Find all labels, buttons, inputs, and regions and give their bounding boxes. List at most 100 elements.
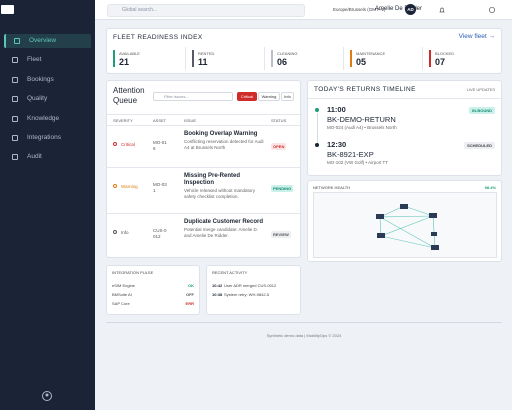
issue-title: Booking Overlap Warning [184,131,258,137]
nav-icon [12,154,18,161]
stat-bar [271,50,273,67]
timeline-line [316,113,318,143]
divider [308,98,503,99]
return-time: 11:00 [327,105,346,114]
stat-box: MAINTENANCE 05 [348,47,423,70]
logo[interactable] [1,5,14,14]
nav-icon [12,115,18,122]
user-name: Amelie De Ridder [375,6,423,12]
stat-bar [429,50,431,67]
return-time: 12:30 [327,140,347,149]
row-divider [107,213,300,214]
integration-title: INTEGRATION PULSE [112,270,154,275]
nav-item[interactable]: Fleet [4,53,91,67]
issue-title: Missing Pre-Rented Inspection [184,173,241,186]
column-header: ASSET [153,118,167,123]
network-value: 98.4% [484,185,496,190]
nav-label: Knowledge [27,114,60,122]
row-divider [107,167,300,168]
integration-status: OK [188,283,194,288]
status-badge: REVIEW [271,231,291,238]
search-input[interactable]: Global search... [107,4,305,17]
activity-title: RECENT ACTIVITY [212,270,248,275]
divider [107,114,302,115]
stat-value: 07 [435,57,446,67]
stat-label: AVAILABLE [119,51,140,56]
stat-value: 05 [356,57,367,67]
nav-item[interactable]: Integrations [4,131,91,145]
activity-text: User ADR merged CUS-0012 [224,283,277,288]
returns-card: TODAY'S RETURNS TIMELINE LIVE UPDATES 11… [307,80,503,176]
filter-input[interactable]: Filter issues... [153,92,233,101]
integration-status: OFF [186,292,194,297]
issue-title: Duplicate Customer Record [184,219,264,225]
column-header: ISSUE [184,118,197,123]
nav-item[interactable]: Audit [4,150,91,164]
view-fleet-link[interactable]: View fleet → [458,33,495,40]
return-detail: MO-024 (Audi A4) • Brussels North [327,125,397,130]
nav-icon [14,38,20,44]
footer: Synthetic demo data | MobilityOps © 2024 [266,333,342,338]
stat-label: MAINTENANCE [356,51,386,56]
nav-item[interactable]: Quality [4,92,91,106]
stat-value: 21 [119,57,130,67]
nav-label: Audit [27,153,42,161]
nav-item[interactable]: Knowledge [4,112,91,126]
column-header: SEVERITY [113,118,133,123]
sidebar: Overview Fleet Bookings Quality Knowledge Int… [0,0,95,410]
network-card: NETWORK HEALTH 98.4% [307,180,502,262]
bell-icon[interactable] [438,6,446,14]
issue-detail: Potential merge candidate: Amelie D. and… [184,227,259,238]
nav-icon [12,57,18,64]
asset: MO-031 [153,182,167,193]
stat-bar [192,50,194,67]
activity-time: 10:38 [212,292,223,297]
filter-button[interactable]: Info [281,92,294,101]
stat-bar [350,50,352,67]
return-detail: MO-102 (VW Golf) • Airport TT [327,160,389,165]
asset: MO-016 [153,140,167,151]
stat-label: BLOCKED [435,51,455,56]
queue-title: Attention Queue [113,86,145,105]
nav-icon [12,135,18,141]
issue-detail: Vehicle released without mandatory safet… [184,188,256,199]
activity-text: System retry: WH-9842-5 [224,292,270,297]
status-badge: PENDING [271,185,294,192]
stat-box: AVAILABLE 21 [111,47,186,70]
stat-value: 06 [277,57,288,67]
timeline-dot [315,108,319,112]
stat-value: 11 [198,57,208,67]
activity-time: 10:42 [212,283,223,288]
stat-box: RENTED 11 [190,47,265,70]
nav-icon [12,96,18,103]
nav-item[interactable]: Overview [4,34,91,48]
integration-name: BMSuite AI [112,292,132,297]
user-icon[interactable] [41,390,53,402]
nav-label: Bookings [27,75,54,83]
severity-icon [113,142,117,146]
filter-button[interactable]: Warning [258,92,280,101]
avatar[interactable]: AD [405,4,416,15]
filter-button[interactable]: Critical [237,92,257,101]
help-icon[interactable] [488,6,496,14]
stat-bar [113,50,115,67]
integration-status: ERR [185,301,194,306]
network-diagram [313,192,497,258]
severity: Info [121,230,129,235]
nav-label: Fleet [27,56,42,64]
nav-label: Overview [29,37,57,44]
status-badge: OPEN [271,143,287,150]
nav-label: Integrations [27,134,61,141]
severity-icon [113,184,117,188]
nav-label: Quality [27,95,48,103]
integration-name: eSIM Engine [112,283,135,288]
timezone[interactable]: Europe/Brussels (GMT+1) [333,7,386,12]
row-divider [107,125,300,126]
return-status: SCHEDULED [464,142,495,149]
nav-item[interactable]: Bookings [4,73,91,87]
nav-icon [12,76,18,83]
fleet-card: FLEET READINESS INDEX View fleet → AVAIL… [106,28,502,74]
issue-detail: Conflicting reservation detected for Aud… [184,139,264,150]
activity-card: RECENT ACTIVITY 10:42 User ADR merged CUS… [206,265,301,315]
